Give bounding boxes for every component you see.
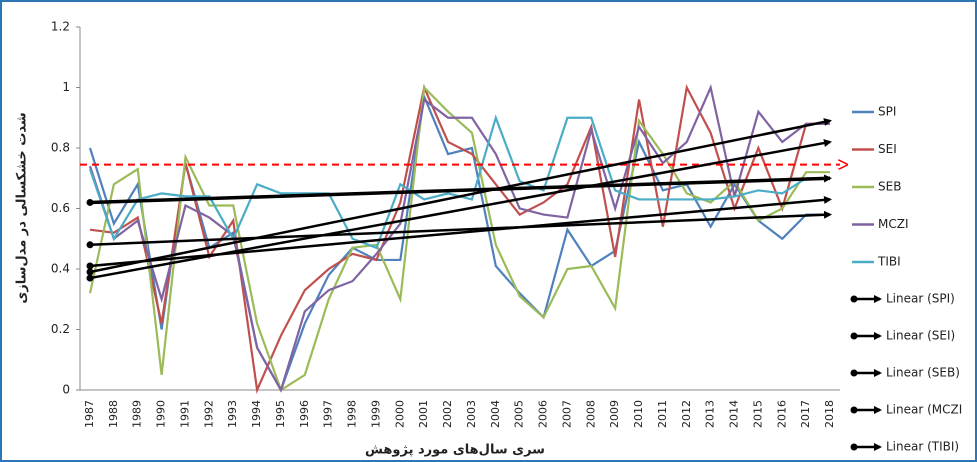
- legend-label: SPI: [878, 105, 896, 119]
- x-tick-label: 1996: [298, 400, 311, 428]
- x-tick-label: 2008: [584, 400, 597, 428]
- x-tick-label: 1993: [226, 400, 239, 428]
- y-tick-label: 0: [62, 383, 70, 397]
- x-tick-label: 2011: [656, 400, 669, 428]
- series-line: [88, 85, 830, 392]
- x-tick-label: 1988: [107, 400, 120, 428]
- x-tick-label: 2010: [632, 400, 645, 428]
- x-tick-label: 2006: [537, 400, 550, 428]
- legend-label: TIBI: [877, 255, 901, 269]
- x-tick-label: 2002: [441, 400, 454, 428]
- x-tick-label: 1991: [178, 400, 191, 428]
- x-tick-label: 2007: [560, 400, 573, 428]
- x-tick-label: 2014: [728, 400, 741, 428]
- legend-label: Linear (SPI): [886, 292, 955, 306]
- series-line: [88, 83, 830, 393]
- x-tick-label: 1997: [322, 400, 335, 428]
- y-tick-label: 0.8: [51, 141, 70, 155]
- x-tick-label: 2004: [489, 400, 502, 428]
- x-tick-label: 2009: [608, 400, 621, 428]
- x-tick-label: 2003: [465, 400, 478, 428]
- x-tick-label: 1995: [274, 400, 287, 428]
- x-tick-label: 2001: [417, 400, 430, 428]
- legend-label: Linear (SEB): [886, 366, 960, 380]
- y-tick-label: 1: [62, 80, 70, 94]
- y-axis-label: شدت خشکسالی در مدل‌سازی: [15, 112, 30, 303]
- x-tick-label: 2015: [751, 400, 764, 428]
- x-tick-label: 2017: [799, 400, 812, 428]
- x-tick-label: 1990: [155, 400, 168, 428]
- y-tick-label: 1.2: [51, 20, 70, 34]
- legend-label: Linear (SEI): [886, 329, 955, 343]
- legend-label: SEI: [878, 142, 897, 156]
- x-tick-label: 2018: [823, 400, 836, 428]
- series-line: [88, 92, 830, 393]
- y-tick-label: 0.2: [51, 322, 70, 336]
- x-axis-label: سری سال‌های مورد پژوهش: [365, 443, 545, 458]
- legend-label: MCZI: [878, 217, 909, 231]
- series-line: [89, 83, 830, 394]
- x-tick-label: 2012: [680, 400, 693, 428]
- y-tick-label: 0.4: [51, 262, 70, 276]
- trend-line: [86, 174, 832, 206]
- y-tick-label: 0.6: [51, 201, 70, 215]
- legend-label: Linear (MCZI: [886, 403, 962, 417]
- x-tick-label: 2016: [775, 400, 788, 428]
- x-tick-label: 2013: [704, 400, 717, 428]
- x-tick-label: 1998: [346, 400, 359, 428]
- x-tick-label: 2000: [393, 400, 406, 428]
- x-tick-label: 1999: [369, 400, 382, 428]
- x-tick-label: 1989: [131, 400, 144, 428]
- legend-label: Linear (TIBI): [886, 440, 959, 454]
- legend-label: SEB: [878, 180, 901, 194]
- x-tick-label: 2005: [513, 400, 526, 428]
- x-tick-label: 1994: [250, 400, 263, 428]
- x-tick-label: 1987: [83, 400, 96, 428]
- x-tick-label: 1992: [202, 400, 215, 428]
